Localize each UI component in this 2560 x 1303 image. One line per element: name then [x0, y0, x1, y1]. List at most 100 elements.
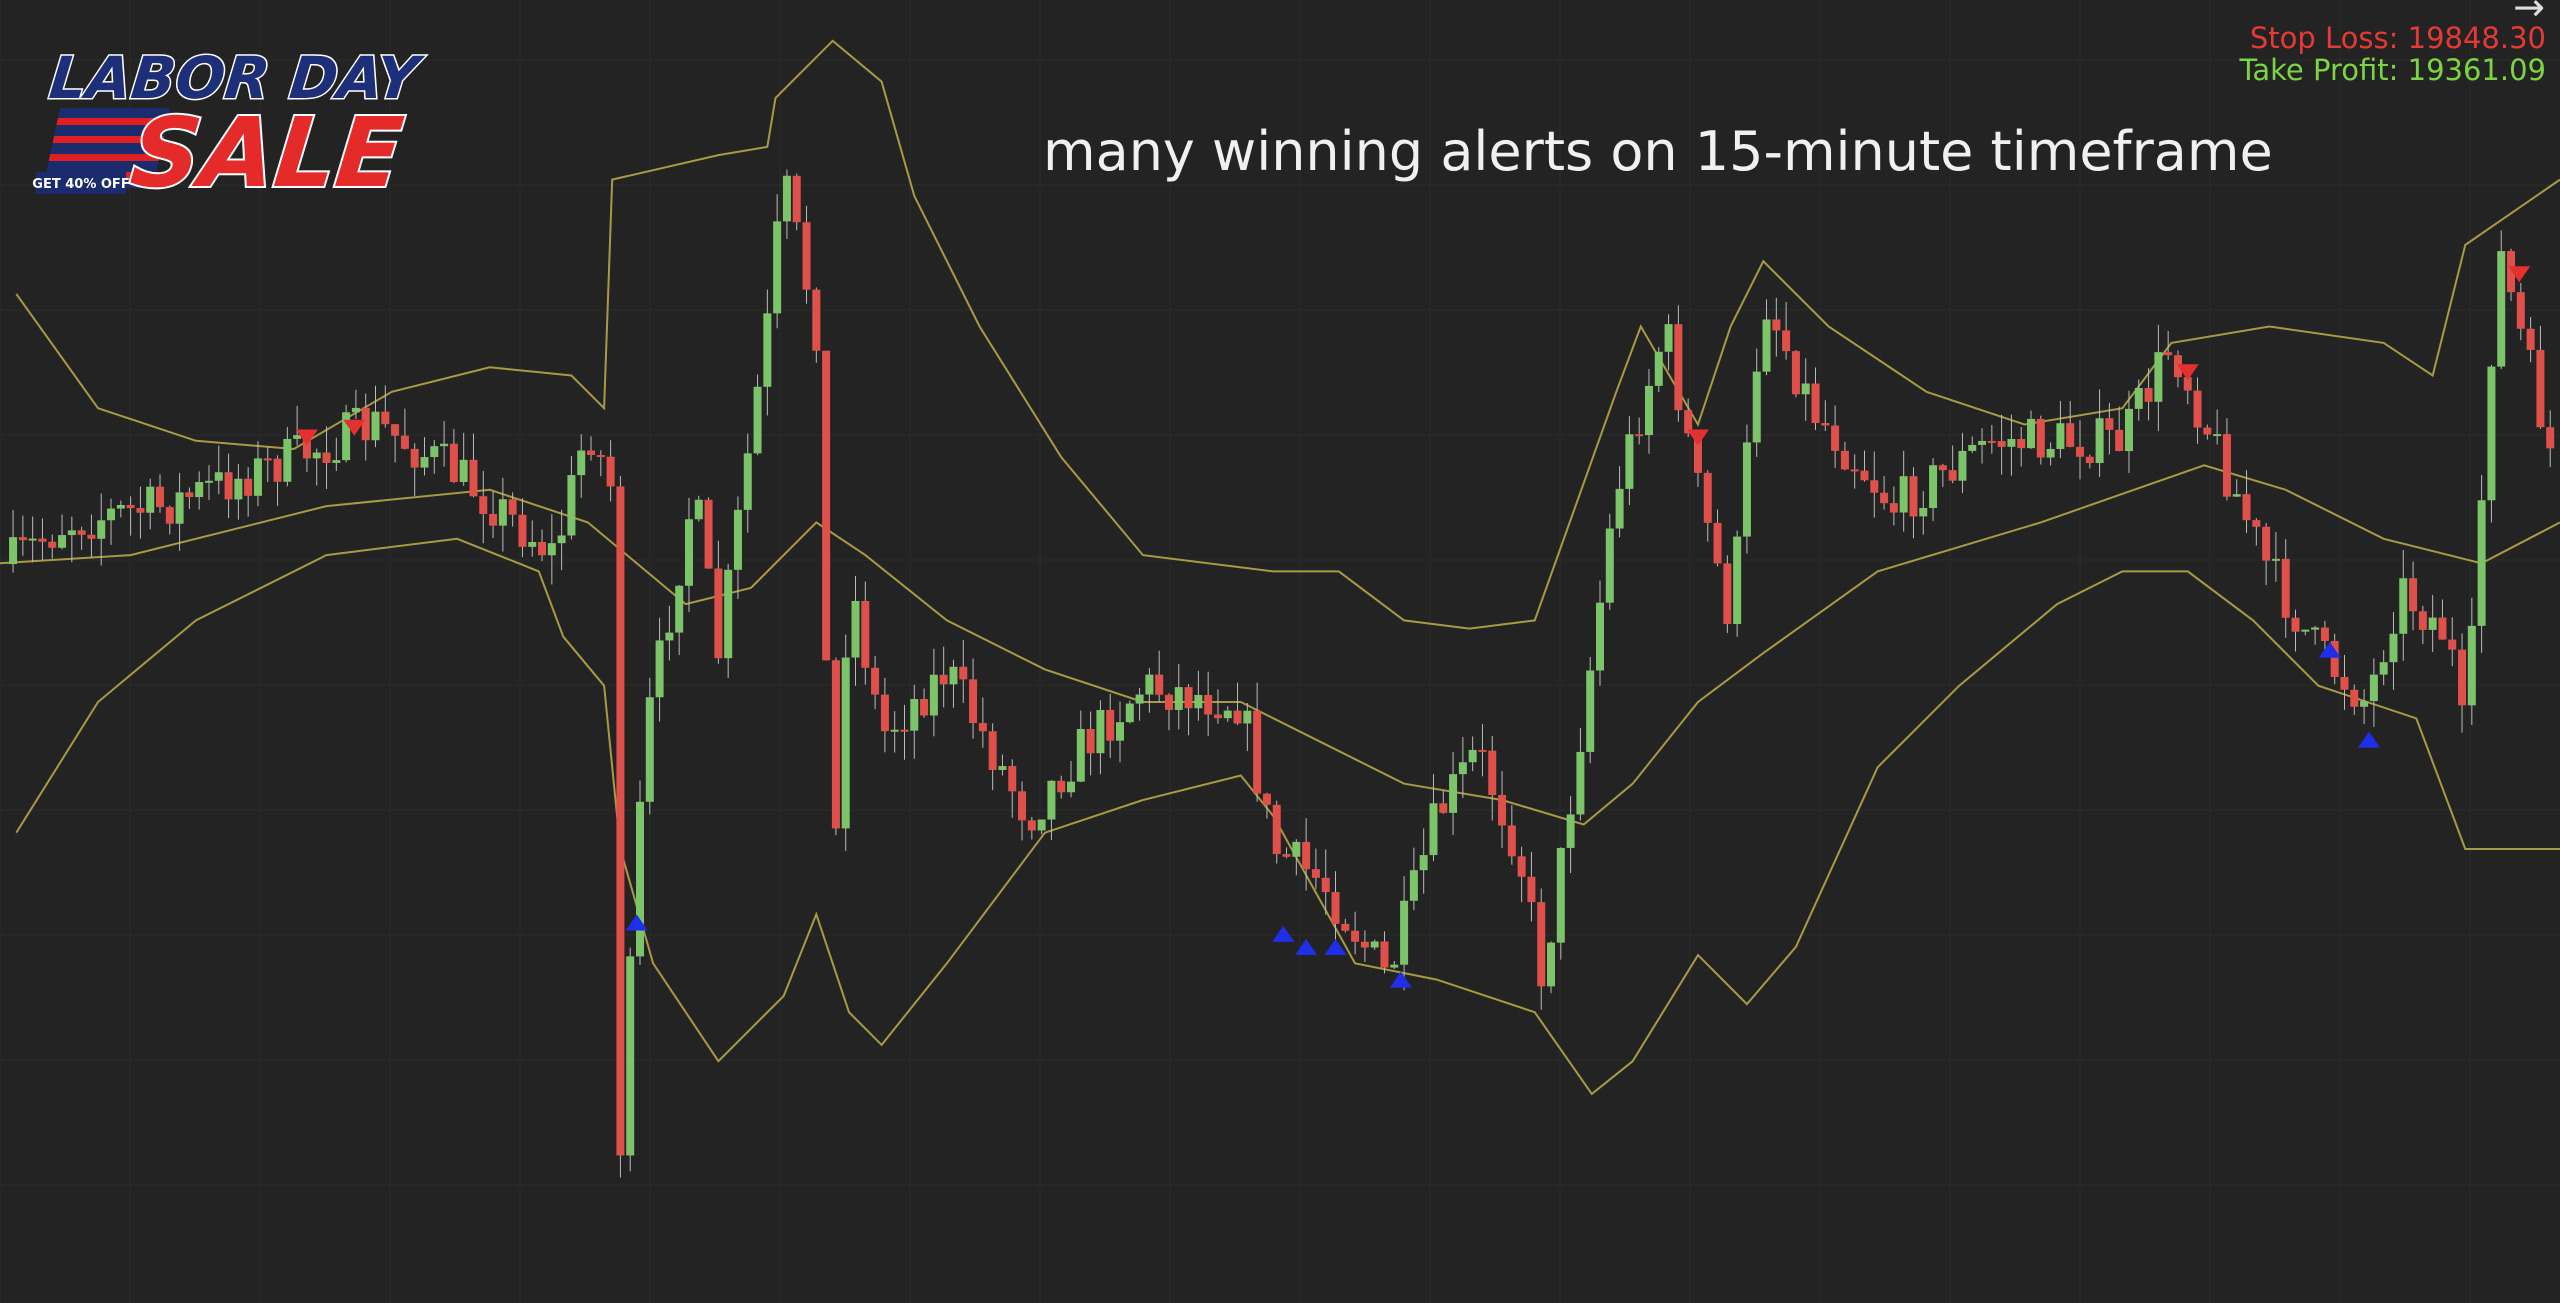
candle-body: [391, 424, 400, 436]
candle-body: [2271, 558, 2280, 561]
candle-body: [2242, 494, 2251, 521]
candle-body: [684, 519, 693, 586]
candle-body: [2330, 640, 2339, 677]
candle-body: [1987, 440, 1996, 443]
candle-body: [1488, 750, 1497, 796]
candle-body: [107, 508, 116, 521]
candle-body: [332, 460, 341, 463]
candle-body: [1067, 781, 1076, 793]
candle-body: [1057, 780, 1066, 793]
candle-body: [802, 222, 811, 290]
candle-body: [1008, 766, 1017, 792]
candle-body: [2115, 429, 2124, 451]
candle-body: [1997, 441, 2006, 447]
candle-body: [1586, 670, 1595, 752]
candle-body: [1429, 803, 1438, 856]
candle-body: [1615, 488, 1624, 529]
candle-body: [1860, 470, 1869, 481]
candle-body: [1733, 536, 1742, 625]
candle-body: [1018, 791, 1027, 821]
candle-body: [2311, 627, 2320, 630]
candle-body: [2056, 423, 2065, 449]
candle-body: [1576, 751, 1585, 815]
candle-body: [1262, 793, 1271, 805]
candle-body: [2487, 366, 2496, 501]
candle-body: [743, 453, 752, 510]
buy-alert: [625, 914, 648, 931]
flag-blue: [42, 108, 170, 188]
candle-body: [1635, 434, 1644, 437]
candle-body: [381, 411, 390, 425]
candle-body: [1556, 847, 1565, 943]
candle-body: [293, 435, 302, 439]
candle-body: [156, 486, 164, 508]
candle-body: [1654, 351, 1663, 386]
buy-alert: [1272, 925, 1295, 942]
candle-body: [1400, 900, 1409, 965]
candle-body: [665, 632, 674, 641]
candle-body: [1811, 383, 1820, 424]
candle-body: [1596, 602, 1604, 671]
candle-body: [1527, 876, 1536, 903]
candle-body: [9, 537, 18, 565]
candle-body: [1174, 687, 1183, 710]
candle-body: [479, 496, 488, 515]
candle-body: [1390, 964, 1399, 968]
candle-body: [1948, 470, 1957, 481]
candle-body: [2409, 578, 2418, 612]
candle-body: [2066, 423, 2075, 447]
stripe: [52, 136, 165, 143]
candle-body: [792, 175, 801, 223]
candle-body: [920, 699, 929, 716]
sell-alert: [343, 419, 366, 436]
candle-body: [1478, 749, 1487, 752]
candle-body: [528, 542, 537, 547]
candle-body: [1321, 877, 1330, 893]
candle-body: [1468, 749, 1477, 763]
candle-body: [116, 504, 125, 509]
stripe: [56, 118, 168, 125]
candle-body: [596, 455, 605, 458]
candle-body: [2027, 418, 2036, 449]
candle-body: [2124, 408, 2133, 451]
candle-body: [724, 569, 733, 659]
candle-body: [861, 600, 870, 668]
candle-body: [2232, 494, 2241, 497]
candle-body: [420, 457, 429, 468]
candle-body: [440, 443, 449, 447]
candle-body: [400, 435, 409, 449]
candle-body: [518, 514, 527, 547]
sell-alert: [2508, 266, 2531, 283]
candle-body: [557, 535, 566, 544]
candle-body: [2526, 328, 2535, 350]
candle-body: [1821, 423, 1830, 426]
alerts: [295, 266, 2531, 988]
candle-body: [2262, 526, 2271, 561]
candle-body: [1155, 674, 1164, 695]
candle-body: [2448, 639, 2457, 650]
candle-body: [410, 448, 419, 468]
candle-body: [1116, 722, 1124, 741]
candle-body: [146, 486, 155, 513]
candle-body: [126, 504, 135, 509]
arrow: →: [2513, 0, 2545, 29]
candle-body: [567, 475, 576, 536]
candle-body: [2360, 701, 2369, 707]
candle-body: [841, 657, 850, 829]
candle-body: [1037, 819, 1046, 831]
candle-body: [753, 386, 762, 454]
candle-body: [1498, 795, 1507, 826]
candle-body: [2497, 251, 2506, 367]
candle-body: [645, 697, 654, 802]
candle-body: [224, 472, 233, 500]
stop-loss: Stop Loss: 19848.30: [2250, 21, 2546, 55]
candle-body: [1978, 440, 1987, 445]
candle-body: [2164, 352, 2173, 356]
headline: many winning alerts on 15-minute timefra…: [1043, 120, 2273, 183]
candle-body: [459, 459, 468, 482]
candle-body: [1184, 687, 1193, 709]
candle-body: [939, 674, 948, 685]
candle-body: [302, 435, 311, 459]
candle-body: [2536, 349, 2545, 428]
